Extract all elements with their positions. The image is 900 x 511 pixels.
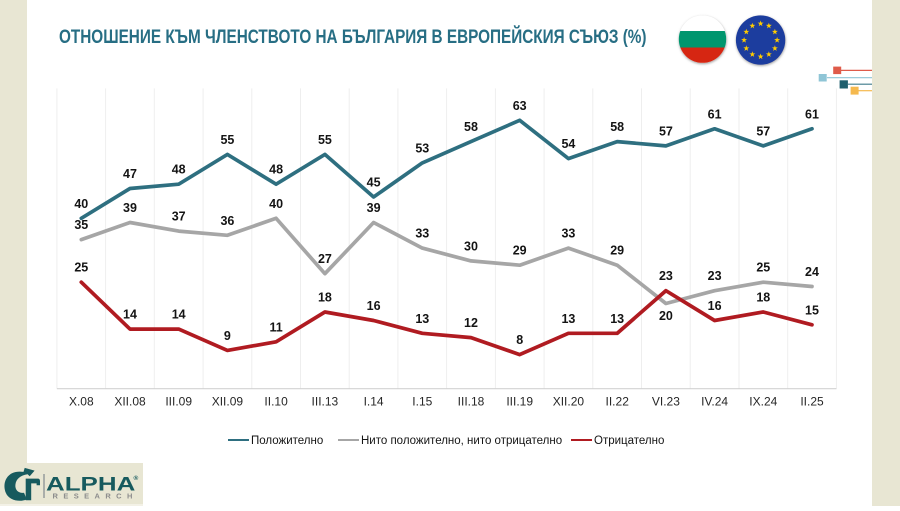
svg-text:33: 33: [415, 227, 429, 241]
svg-text:XII.08: XII.08: [114, 395, 146, 409]
svg-text:III.09: III.09: [165, 395, 192, 409]
svg-text:37: 37: [172, 210, 186, 224]
svg-text:III.13: III.13: [312, 395, 339, 409]
svg-text:16: 16: [367, 299, 381, 313]
svg-text:39: 39: [123, 201, 137, 215]
svg-text:14: 14: [123, 308, 137, 322]
svg-text:58: 58: [464, 120, 478, 134]
svg-text:IV.24: IV.24: [701, 395, 728, 409]
svg-text:63: 63: [513, 99, 527, 113]
svg-text:III.18: III.18: [458, 395, 485, 409]
svg-text:II.25: II.25: [800, 395, 824, 409]
svg-text:II.22: II.22: [606, 395, 630, 409]
svg-text:48: 48: [172, 163, 186, 177]
svg-text:36: 36: [220, 214, 234, 228]
svg-text:RESEARCH: RESEARCH: [53, 492, 138, 501]
svg-text:29: 29: [513, 244, 527, 258]
svg-text:13: 13: [561, 312, 575, 326]
svg-text:40: 40: [74, 197, 88, 211]
svg-text:53: 53: [415, 141, 429, 155]
svg-text:35: 35: [74, 218, 88, 232]
svg-text:I.14: I.14: [364, 395, 384, 409]
svg-text:55: 55: [318, 133, 332, 147]
svg-text:18: 18: [318, 291, 332, 305]
svg-text:58: 58: [610, 120, 624, 134]
svg-text:27: 27: [318, 252, 332, 266]
svg-text:57: 57: [659, 124, 673, 138]
svg-text:20: 20: [659, 309, 673, 323]
svg-text:55: 55: [220, 133, 234, 147]
svg-text:X.08: X.08: [69, 395, 94, 409]
svg-text:39: 39: [367, 201, 381, 215]
svg-text:25: 25: [756, 261, 770, 275]
svg-text:ALPHA: ALPHA: [46, 473, 135, 495]
svg-text:16: 16: [708, 299, 722, 313]
svg-text:®: ®: [134, 474, 139, 482]
svg-text:61: 61: [708, 107, 722, 121]
svg-text:12: 12: [464, 316, 478, 330]
svg-text:XII.09: XII.09: [212, 395, 244, 409]
svg-text:III.19: III.19: [506, 395, 533, 409]
svg-text:15: 15: [805, 303, 819, 317]
svg-text:23: 23: [659, 269, 673, 283]
svg-text:9: 9: [224, 329, 231, 343]
svg-text:8: 8: [516, 333, 523, 347]
svg-text:II.10: II.10: [264, 395, 288, 409]
svg-text:48: 48: [269, 163, 283, 177]
svg-text:11: 11: [269, 320, 282, 334]
svg-text:IX.24: IX.24: [749, 395, 777, 409]
svg-text:54: 54: [561, 137, 575, 151]
svg-text:33: 33: [561, 227, 575, 241]
svg-text:45: 45: [367, 176, 381, 190]
svg-text:18: 18: [756, 291, 770, 305]
svg-text:47: 47: [123, 167, 137, 181]
svg-text:13: 13: [610, 312, 624, 326]
svg-text:40: 40: [269, 197, 283, 211]
svg-text:29: 29: [610, 244, 624, 258]
svg-text:23: 23: [708, 269, 722, 283]
svg-text:VI.23: VI.23: [652, 395, 680, 409]
svg-text:61: 61: [805, 107, 819, 121]
svg-text:I.15: I.15: [412, 395, 432, 409]
svg-text:25: 25: [74, 261, 88, 275]
svg-text:XII.20: XII.20: [553, 395, 585, 409]
svg-text:30: 30: [464, 239, 478, 253]
svg-text:57: 57: [756, 124, 770, 138]
svg-text:14: 14: [172, 308, 186, 322]
svg-text:13: 13: [415, 312, 429, 326]
svg-text:24: 24: [805, 265, 819, 279]
